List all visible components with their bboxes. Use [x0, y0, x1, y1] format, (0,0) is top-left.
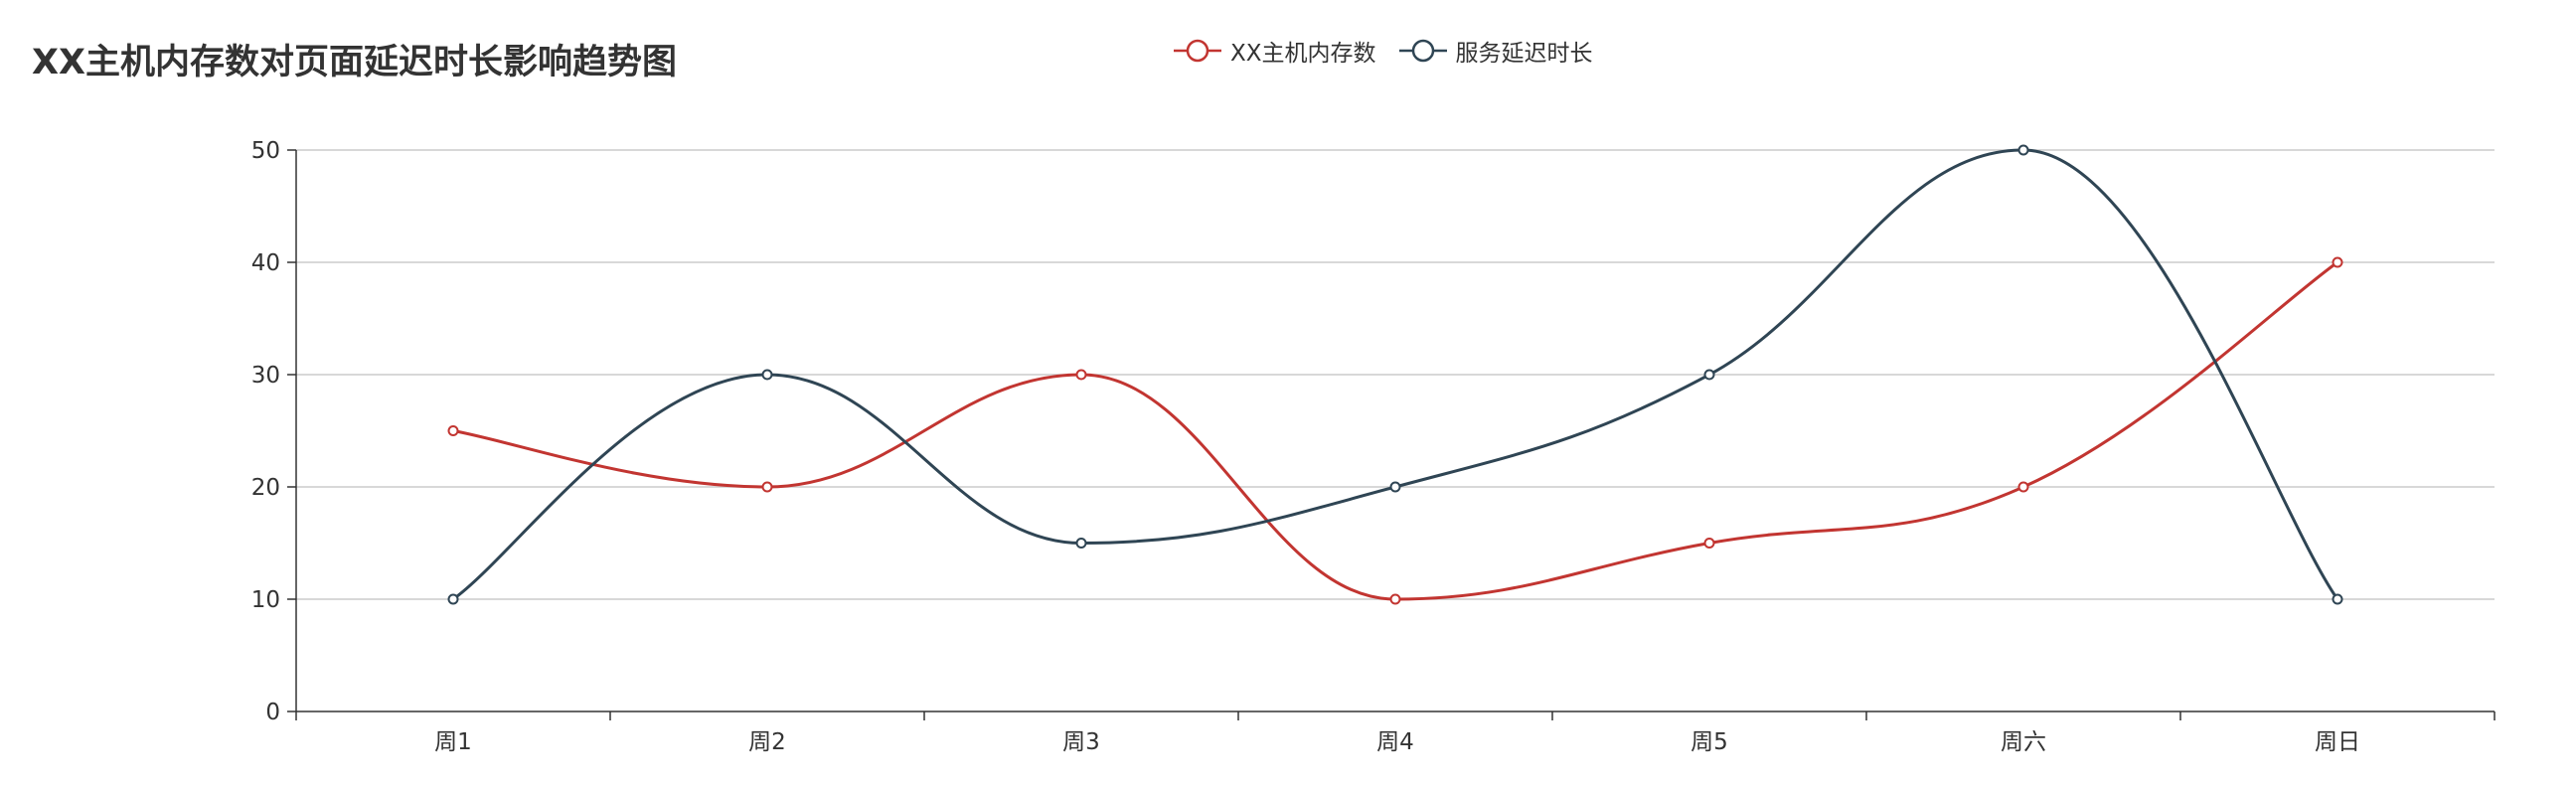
data-point-series-0[interactable]: [1389, 593, 1401, 605]
x-tick-label: 周3: [1062, 729, 1100, 755]
x-tick-label: 周六: [2001, 729, 2046, 755]
data-point-series-1[interactable]: [1389, 481, 1401, 493]
legend: XX主机内存数 服务延迟时长: [1173, 34, 1615, 68]
data-point-series-1[interactable]: [447, 593, 459, 605]
data-point-series-1[interactable]: [2017, 144, 2029, 156]
legend-item-latency[interactable]: 服务延迟时长: [1398, 34, 1593, 68]
data-point-series-1[interactable]: [1703, 369, 1715, 381]
legend-label-latency: 服务延迟时长: [1455, 41, 1593, 67]
data-point-series-1[interactable]: [2332, 593, 2343, 605]
legend-item-memory[interactable]: XX主机内存数: [1173, 34, 1376, 68]
x-tick-label: 周2: [748, 729, 786, 755]
series-line-0: [452, 260, 2338, 601]
x-tick-label: 周4: [1376, 729, 1414, 755]
data-point-series-0[interactable]: [447, 425, 459, 436]
data-point-series-1[interactable]: [761, 369, 773, 381]
x-tick-label: 周5: [1690, 729, 1728, 755]
legend-marker-latency-icon: [1398, 39, 1447, 63]
x-tick-label: 周日: [2315, 729, 2360, 755]
y-tick-label: 30: [251, 363, 280, 389]
data-point-series-0[interactable]: [2332, 256, 2343, 268]
data-point-series-0[interactable]: [761, 481, 773, 493]
legend-label-memory: XX主机内存数: [1230, 41, 1376, 67]
data-point-series-0[interactable]: [1703, 538, 1715, 549]
y-tick-label: 0: [265, 700, 280, 725]
y-tick-label: 10: [251, 587, 280, 613]
x-tick-label: 周1: [434, 729, 472, 755]
y-tick-label: 20: [251, 475, 280, 501]
y-tick-label: 50: [251, 138, 280, 164]
data-point-series-0[interactable]: [2017, 481, 2029, 493]
legend-marker-memory-icon: [1174, 39, 1221, 63]
data-point-series-0[interactable]: [1075, 369, 1087, 381]
data-point-series-1[interactable]: [1075, 538, 1087, 549]
chart-title: XX主机内存数对页面延迟时长影响趋势图: [32, 43, 677, 82]
y-tick-label: 40: [251, 250, 280, 276]
